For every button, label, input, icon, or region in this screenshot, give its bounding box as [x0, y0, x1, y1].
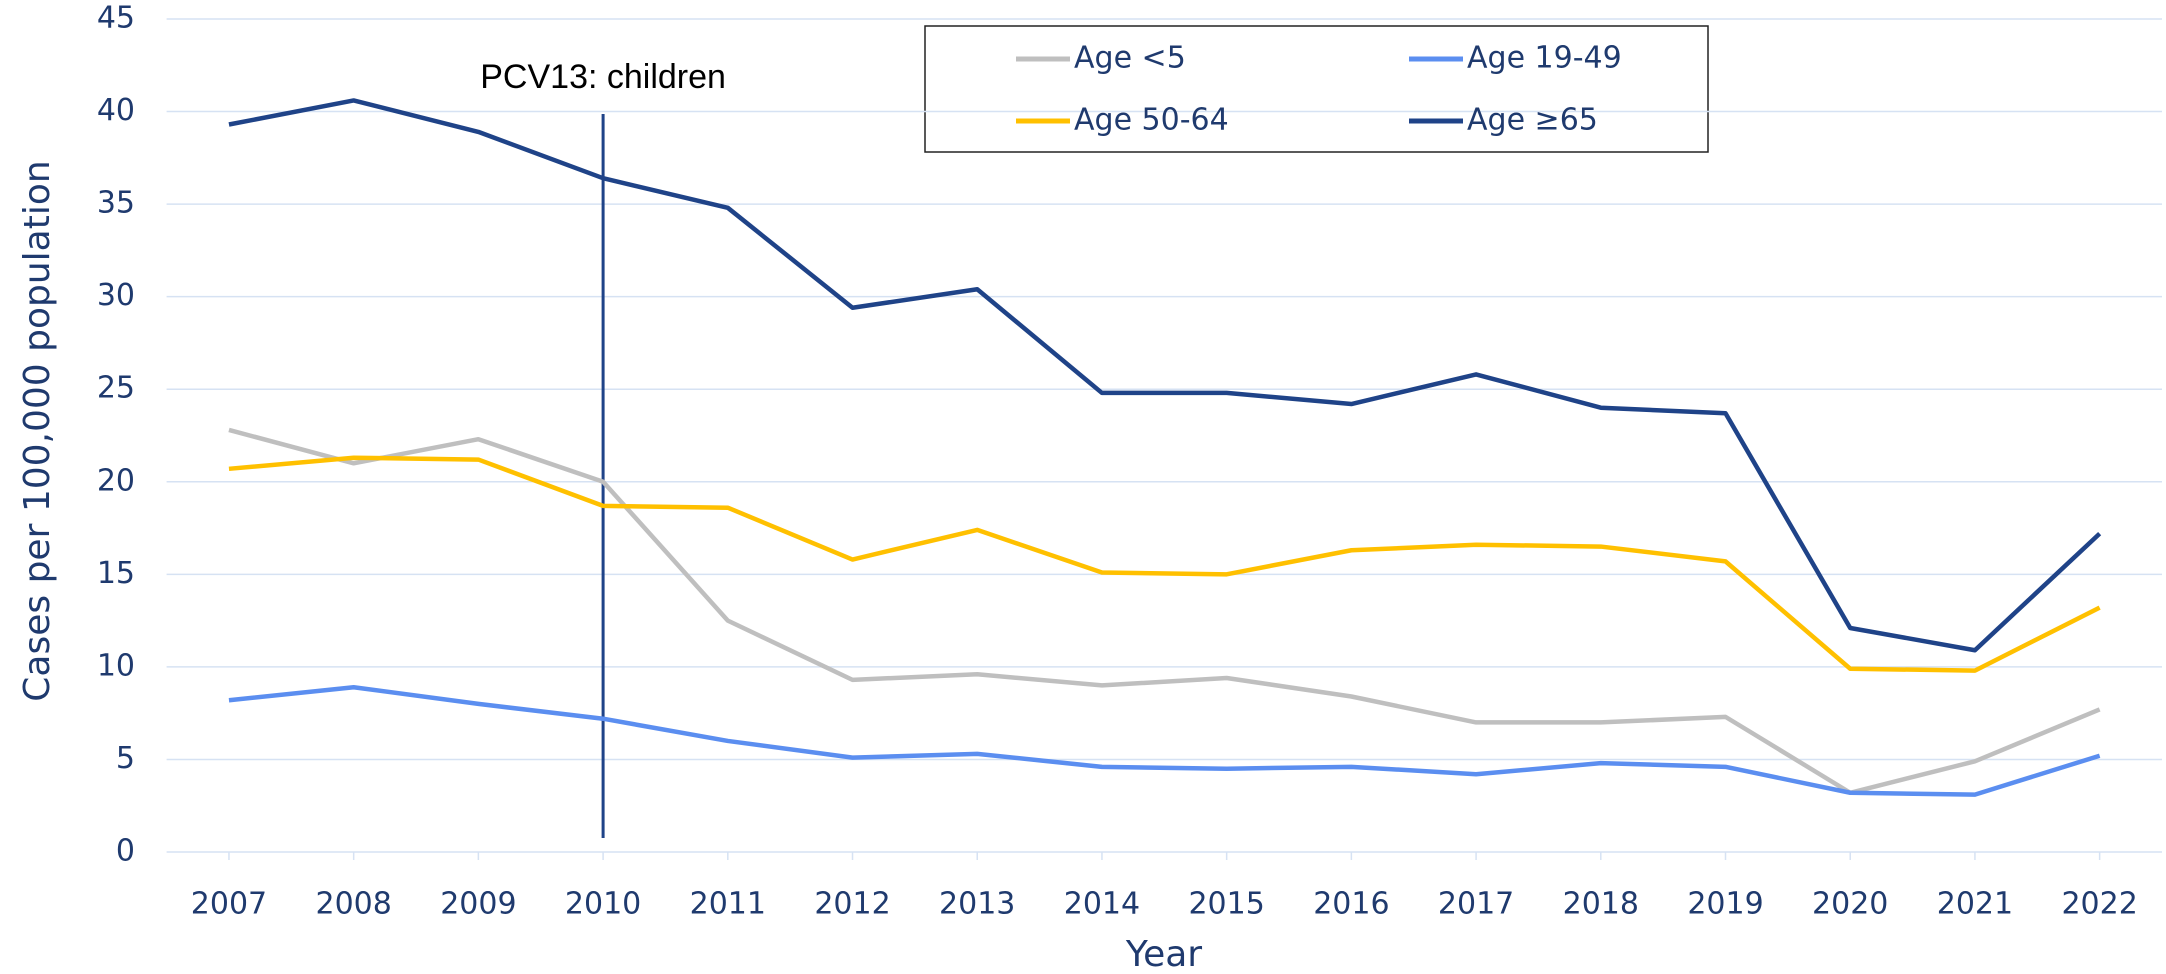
- x-tick-label: 2019: [1687, 887, 1763, 922]
- y-tick-label: 30: [97, 278, 135, 313]
- series-line: [228, 427, 2101, 796]
- y-tick-label: 5: [116, 741, 135, 776]
- x-tick-label: 2011: [690, 887, 766, 922]
- x-tick-label: 2009: [440, 887, 516, 922]
- x-tick-label: 2021: [1937, 887, 2013, 922]
- y-tick-label: 0: [116, 834, 135, 869]
- x-tick-label: 2010: [565, 887, 641, 922]
- y-tick-label: 35: [97, 186, 135, 221]
- legend-label: Age <5: [1074, 41, 1186, 76]
- series-line: [228, 98, 2102, 653]
- legend-label: Age ≥65: [1467, 103, 1598, 138]
- y-tick-label: 15: [97, 556, 135, 591]
- legend-label: Age 50-64: [1074, 103, 1229, 138]
- legend-label: Age 19-49: [1467, 41, 1622, 76]
- y-tick-label: 25: [97, 371, 135, 406]
- series-line: [228, 455, 2101, 673]
- x-tick-label: 2013: [939, 887, 1015, 922]
- y-tick-label: 40: [97, 93, 135, 128]
- y-tick-label: 20: [97, 463, 135, 498]
- series-line: [228, 685, 2101, 797]
- x-axis-label: Year: [1125, 934, 1202, 974]
- x-tick-label: 2015: [1188, 887, 1264, 922]
- x-tick-label: 2014: [1064, 887, 1140, 922]
- x-tick-label: 2020: [1812, 887, 1888, 922]
- x-tick-label: 2022: [2061, 887, 2137, 922]
- legend-box: [924, 25, 1709, 153]
- y-axis-label: Cases per 100,000 population: [17, 160, 58, 701]
- x-tick-label: 2008: [315, 887, 391, 922]
- x-tick-label: 2017: [1438, 887, 1514, 922]
- annotation-text: PCV13: children: [480, 58, 726, 96]
- y-tick-label: 10: [97, 648, 135, 683]
- x-tick-label: 2012: [814, 887, 890, 922]
- x-tick-label: 2018: [1563, 887, 1639, 922]
- x-tick-label: 2007: [191, 887, 267, 922]
- y-tick-label: 45: [97, 1, 135, 36]
- x-tick-label: 2016: [1313, 887, 1389, 922]
